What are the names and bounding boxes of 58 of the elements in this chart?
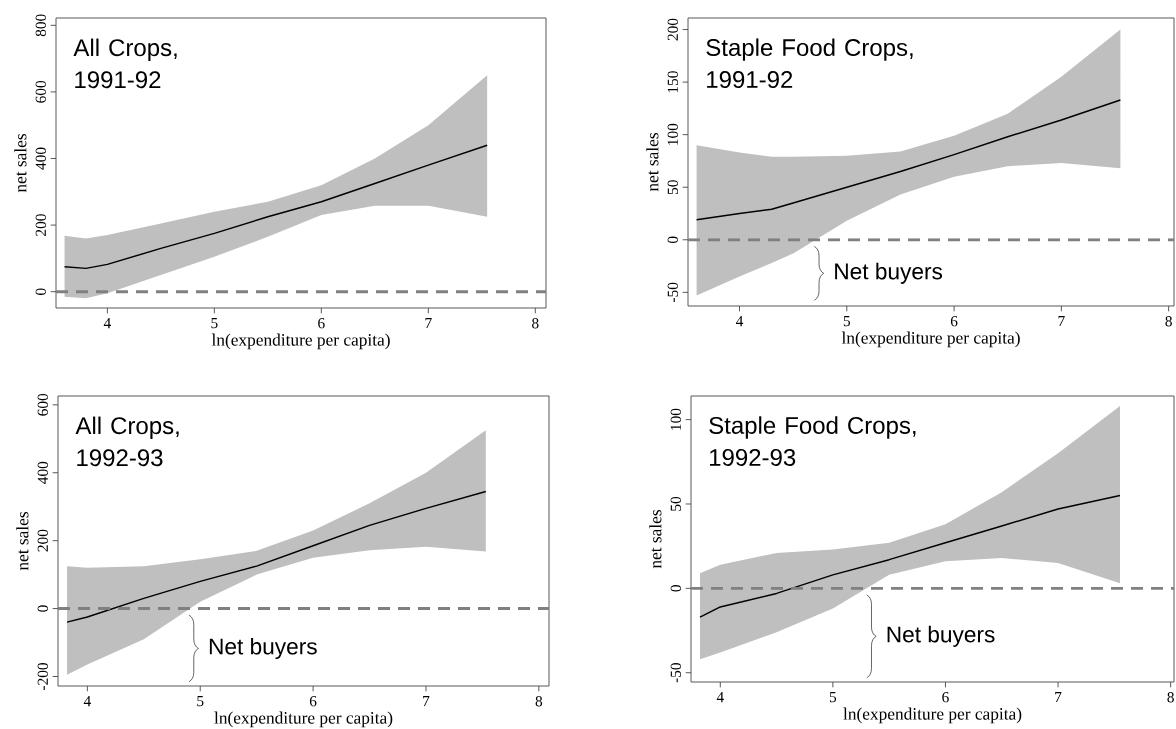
y-tick-label: 600 xyxy=(37,393,48,416)
y-tick-label: -200 xyxy=(37,663,48,690)
y-tick-label: 0 xyxy=(37,605,48,612)
y-tick-label: -50 xyxy=(670,663,681,683)
x-tick-label: 4 xyxy=(103,318,111,329)
y-tick-label: 100 xyxy=(667,123,678,145)
y-tick-label: 50 xyxy=(667,180,678,194)
y-axis-title: net sales xyxy=(16,512,29,571)
x-axis-title: ln(expenditure per capita) xyxy=(843,707,1022,724)
y-tick-label: 200 xyxy=(667,18,678,41)
x-tick-label: 6 xyxy=(309,696,317,707)
y-tick-label: 0 xyxy=(670,585,681,592)
annotation: Net buyers xyxy=(887,625,995,647)
y-axis-title: net sales xyxy=(646,133,659,192)
y-tick-label: 600 xyxy=(35,80,46,103)
y-tick-label: 100 xyxy=(670,408,681,430)
line-series xyxy=(699,494,1121,618)
annotation: Net buyers xyxy=(835,262,943,284)
x-tick-label: 8 xyxy=(1165,316,1172,327)
annotation: Net buyers xyxy=(209,637,317,660)
y-axis-title: net sales xyxy=(14,134,27,193)
x-axis-title: ln(expenditure per capita) xyxy=(211,333,390,350)
x-tick-label: 7 xyxy=(1055,692,1062,703)
x-tick-label: 5 xyxy=(197,696,204,707)
y-tick-label: 0 xyxy=(667,236,678,244)
y-tick-label: 50 xyxy=(670,496,681,511)
x-tick-label: 7 xyxy=(423,696,430,707)
x-tick-label: 4 xyxy=(83,696,91,707)
x-tick-label: 5 xyxy=(211,318,218,329)
y-tick-label: 400 xyxy=(37,461,48,484)
x-tick-label: 4 xyxy=(716,692,724,703)
line-series xyxy=(63,144,488,270)
x-tick-label: 5 xyxy=(829,692,837,703)
x-tick-label: 5 xyxy=(843,316,851,327)
y-tick-label: 0 xyxy=(35,288,46,295)
x-tick-label: 8 xyxy=(1167,692,1174,703)
y-axis-title: net sales xyxy=(649,510,662,569)
x-tick-label: 6 xyxy=(318,318,325,329)
x-tick-label: 7 xyxy=(1058,316,1065,327)
x-axis-title: ln(expenditure per capita) xyxy=(841,331,1020,348)
text: All Crops, 1991-92 xyxy=(73,38,177,89)
y-tick-label: 400 xyxy=(35,147,46,170)
line-series xyxy=(66,490,487,623)
text: All Crops, 1992-93 xyxy=(75,416,179,467)
x-tick-label: 8 xyxy=(532,318,539,329)
text: Staple Food Crops, 1992-93 xyxy=(709,416,916,466)
x-tick-label: 6 xyxy=(942,692,949,703)
x-tick-label: 7 xyxy=(425,318,432,329)
text: Staple Food Crops, 1991-92 xyxy=(706,38,913,89)
x-tick-label: 8 xyxy=(535,696,543,707)
x-tick-label: 6 xyxy=(950,316,958,327)
x-axis-title: ln(expenditure per capita) xyxy=(214,711,393,728)
y-tick-label: 800 xyxy=(35,14,46,37)
x-tick-label: 4 xyxy=(735,316,744,327)
y-tick-label: -50 xyxy=(667,282,678,302)
y-tick-label: 200 xyxy=(37,529,48,552)
y-tick-label: 200 xyxy=(35,214,46,236)
y-tick-label: 150 xyxy=(667,71,678,93)
